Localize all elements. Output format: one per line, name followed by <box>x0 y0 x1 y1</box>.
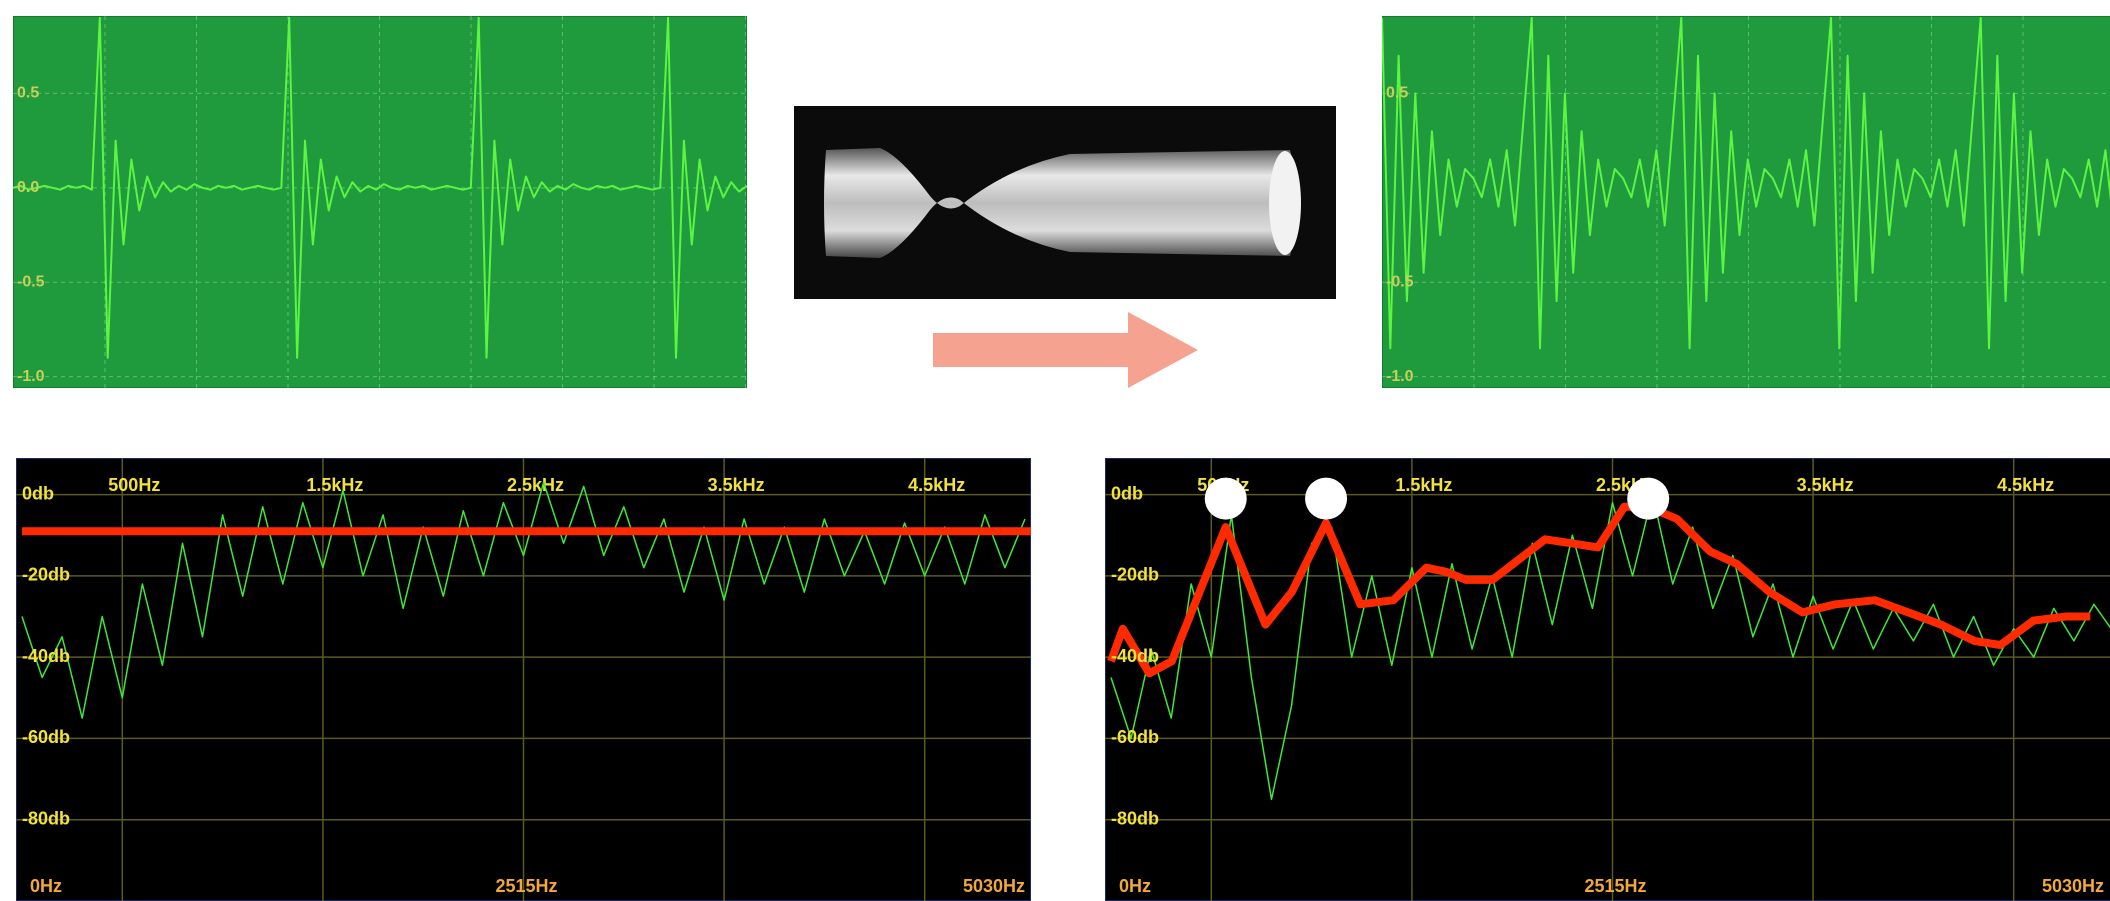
panel-background <box>1382 16 2110 388</box>
peak-marker <box>1627 477 1670 520</box>
peak-marker <box>1204 477 1247 520</box>
x-tick-label: 3.5kHz <box>1797 475 1854 495</box>
y-tick-label: -20db <box>22 565 70 585</box>
y-tick-label: -0.5 <box>1386 273 1414 290</box>
waveform <box>13 16 747 359</box>
spectrum-line <box>1107 502 2091 678</box>
y-tick-label: -60db <box>1111 727 1159 747</box>
panel-background <box>1105 458 2110 901</box>
x-tick-label: 4.5kHz <box>908 475 965 495</box>
x-tick-label: 0Hz <box>30 876 62 896</box>
y-tick-label: -1.0 <box>1386 368 1414 385</box>
chart-panel: 0.5 -0.5 -1.0 <box>1382 16 2110 388</box>
waveform <box>1382 16 2110 350</box>
x-tick-label: 2515Hz <box>1584 876 1646 896</box>
chart-panel: 500Hz 1.5kHz 2.5kHz 3.5kHz 4.5kHz 0Hz 2515Hz 50… <box>16 458 1031 901</box>
peak-marker <box>1305 477 1348 520</box>
chart-panel: 0.5 0.0 -0.5 -1.0 <box>13 16 747 388</box>
y-tick-label: -20db <box>1111 565 1159 585</box>
cylinder-end <box>1269 151 1301 255</box>
x-tick-label: 3.5kHz <box>708 475 765 495</box>
y-tick-label: -40db <box>1111 646 1159 666</box>
y-tick-label: 0.5 <box>17 85 39 102</box>
spectrum-line <box>1110 493 2110 801</box>
y-tick-label: 0.0 <box>17 179 39 196</box>
y-tick-label: -1.0 <box>17 368 45 385</box>
x-tick-label: 2515Hz <box>495 876 557 896</box>
y-tick-label: -0.5 <box>17 273 45 290</box>
y-tick-label: -80db <box>1111 808 1159 828</box>
arrow <box>933 312 1198 388</box>
chart-panel: 500Hz1.5kHz2.5kHz3.5kHz4.5kHz0Hz2515Hz50… <box>1105 458 2110 901</box>
x-tick-label: 500Hz <box>108 475 160 495</box>
y-tick-label: 0.5 <box>1386 85 1408 102</box>
y-tick-label: 0db <box>22 483 54 503</box>
cylinder <box>824 148 1298 258</box>
spectrum-line <box>21 481 1026 719</box>
y-tick-label: -60db <box>22 727 70 747</box>
x-tick-label: 0Hz <box>1119 876 1151 896</box>
panel-background <box>13 16 747 388</box>
x-tick-label: 5030Hz <box>963 876 1025 896</box>
y-tick-label: -80db <box>22 808 70 828</box>
mouthpiece-photo <box>794 106 1336 299</box>
x-tick-label: 4.5kHz <box>1997 475 2054 495</box>
y-tick-label: -40db <box>22 646 70 666</box>
x-tick-label: 1.5kHz <box>306 475 363 495</box>
y-tick-label: 0db <box>1111 483 1143 503</box>
x-tick-label: 1.5kHz <box>1395 475 1452 495</box>
x-tick-label: 5030Hz <box>2042 876 2104 896</box>
x-tick-label: 2.5kHz <box>507 475 564 495</box>
